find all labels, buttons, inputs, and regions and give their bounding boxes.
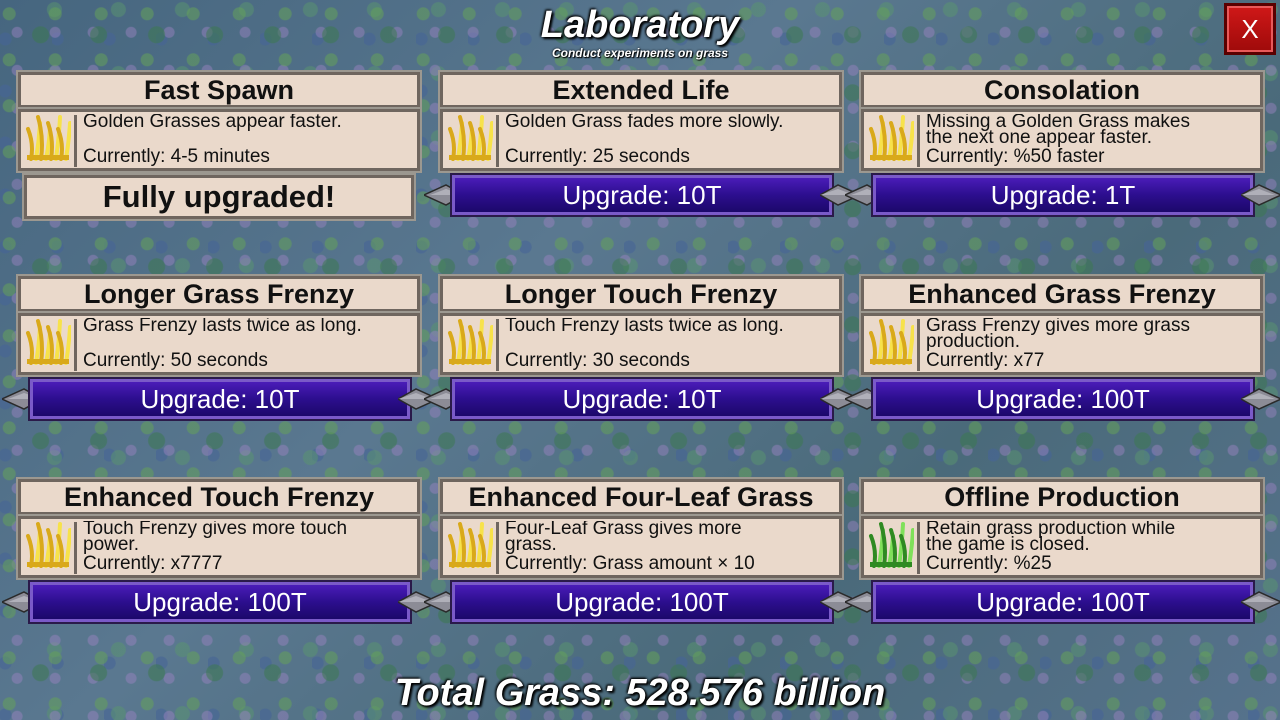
upgrade-description: Golden Grass fades more slowly. — [505, 114, 784, 132]
upgrade-description: Grass Frenzy lasts twice as long. — [83, 318, 362, 336]
golden-grass-icon — [447, 522, 499, 574]
upgrade-description: Missing a Golden Grass makes the next on… — [926, 114, 1190, 148]
upgrade-title: Extended Life — [440, 72, 842, 108]
upgrade-current-value: Currently: %25 — [926, 553, 1052, 574]
golden-grass-icon — [447, 319, 499, 371]
upgrade-card: Offline Production Retain grass producti… — [843, 479, 1280, 629]
upgrade-body: Four-Leaf Grass gives more grass. Curren… — [440, 516, 842, 578]
upgrade-description: Retain grass production while the game i… — [926, 521, 1176, 555]
upgrade-description: Four-Leaf Grass gives more grass. — [505, 521, 742, 555]
page-title: Laboratory — [540, 4, 740, 46]
upgrade-current-value: Currently: 30 seconds — [505, 350, 690, 371]
upgrade-button[interactable]: Upgrade: 100T — [452, 582, 832, 622]
upgrade-body: Touch Frenzy lasts twice as long. Curren… — [440, 313, 842, 375]
upgrade-card: Longer Grass Frenzy Grass Frenzy lasts t… — [0, 276, 440, 426]
spike-right-icon — [1239, 182, 1280, 208]
upgrade-card: Enhanced Four-Leaf Grass Four-Leaf Grass… — [422, 479, 862, 629]
upgrade-card: Longer Touch Frenzy Touch Frenzy lasts t… — [422, 276, 862, 426]
upgrade-title: Enhanced Four-Leaf Grass — [440, 479, 842, 515]
fully-upgraded-label: Fully upgraded! — [24, 175, 414, 219]
upgrade-title: Fast Spawn — [18, 72, 420, 108]
upgrade-description: Touch Frenzy lasts twice as long. — [505, 318, 784, 336]
upgrade-description: Touch Frenzy gives more touch power. — [83, 521, 348, 555]
upgrade-body: Missing a Golden Grass makes the next on… — [861, 109, 1263, 171]
upgrade-card: Enhanced Grass Frenzy Grass Frenzy gives… — [843, 276, 1280, 426]
golden-grass-icon — [25, 115, 77, 167]
close-button[interactable]: X — [1224, 3, 1276, 55]
upgrade-current-value: Currently: 50 seconds — [83, 350, 268, 371]
upgrade-current-value: Currently: Grass amount × 10 — [505, 553, 755, 574]
upgrade-button[interactable]: Upgrade: 100T — [873, 379, 1253, 419]
golden-grass-icon — [25, 522, 77, 574]
upgrade-title: Longer Grass Frenzy — [18, 276, 420, 312]
upgrade-body: Grass Frenzy lasts twice as long. Curren… — [18, 313, 420, 375]
spike-right-icon — [1239, 386, 1280, 412]
upgrade-button[interactable]: Upgrade: 10T — [30, 379, 410, 419]
upgrade-card: Consolation Missing a Golden Grass makes… — [843, 72, 1280, 222]
upgrade-title: Longer Touch Frenzy — [440, 276, 842, 312]
upgrade-title: Offline Production — [861, 479, 1263, 515]
golden-grass-icon — [25, 319, 77, 371]
upgrade-button[interactable]: Upgrade: 10T — [452, 379, 832, 419]
upgrade-card: Enhanced Touch Frenzy Touch Frenzy gives… — [0, 479, 440, 629]
spike-right-icon — [1239, 589, 1280, 615]
golden-grass-icon — [447, 115, 499, 167]
upgrade-button[interactable]: Upgrade: 100T — [873, 582, 1253, 622]
upgrade-current-value: Currently: x7777 — [83, 553, 223, 574]
green-grass-icon — [868, 522, 920, 574]
upgrade-body: Retain grass production while the game i… — [861, 516, 1263, 578]
upgrade-body: Golden Grasses appear faster. Currently:… — [18, 109, 420, 171]
upgrade-body: Grass Frenzy gives more grass production… — [861, 313, 1263, 375]
upgrade-button[interactable]: Upgrade: 1T — [873, 175, 1253, 215]
upgrade-current-value: Currently: x77 — [926, 350, 1045, 371]
upgrade-current-value: Currently: %50 faster — [926, 146, 1105, 167]
upgrade-button[interactable]: Upgrade: 100T — [30, 582, 410, 622]
upgrade-title: Consolation — [861, 72, 1263, 108]
upgrade-card: Extended Life Golden Grass fades more sl… — [422, 72, 862, 222]
upgrade-title: Enhanced Grass Frenzy — [861, 276, 1263, 312]
upgrade-card: Fast Spawn Golden Grasses appear faster.… — [18, 72, 422, 222]
golden-grass-icon — [868, 319, 920, 371]
upgrade-body: Touch Frenzy gives more touch power. Cur… — [18, 516, 420, 578]
upgrade-description: Golden Grasses appear faster. — [83, 114, 342, 132]
total-grass: Total Grass: 528.576 billion — [394, 672, 886, 714]
golden-grass-icon — [868, 115, 920, 167]
upgrade-title: Enhanced Touch Frenzy — [18, 479, 420, 515]
page-subtitle: Conduct experiments on grass — [551, 46, 729, 60]
upgrade-current-value: Currently: 4-5 minutes — [83, 146, 270, 167]
upgrade-button[interactable]: Upgrade: 10T — [452, 175, 832, 215]
upgrade-current-value: Currently: 25 seconds — [505, 146, 690, 167]
upgrade-body: Golden Grass fades more slowly. Currentl… — [440, 109, 842, 171]
upgrade-description: Grass Frenzy gives more grass production… — [926, 318, 1190, 352]
